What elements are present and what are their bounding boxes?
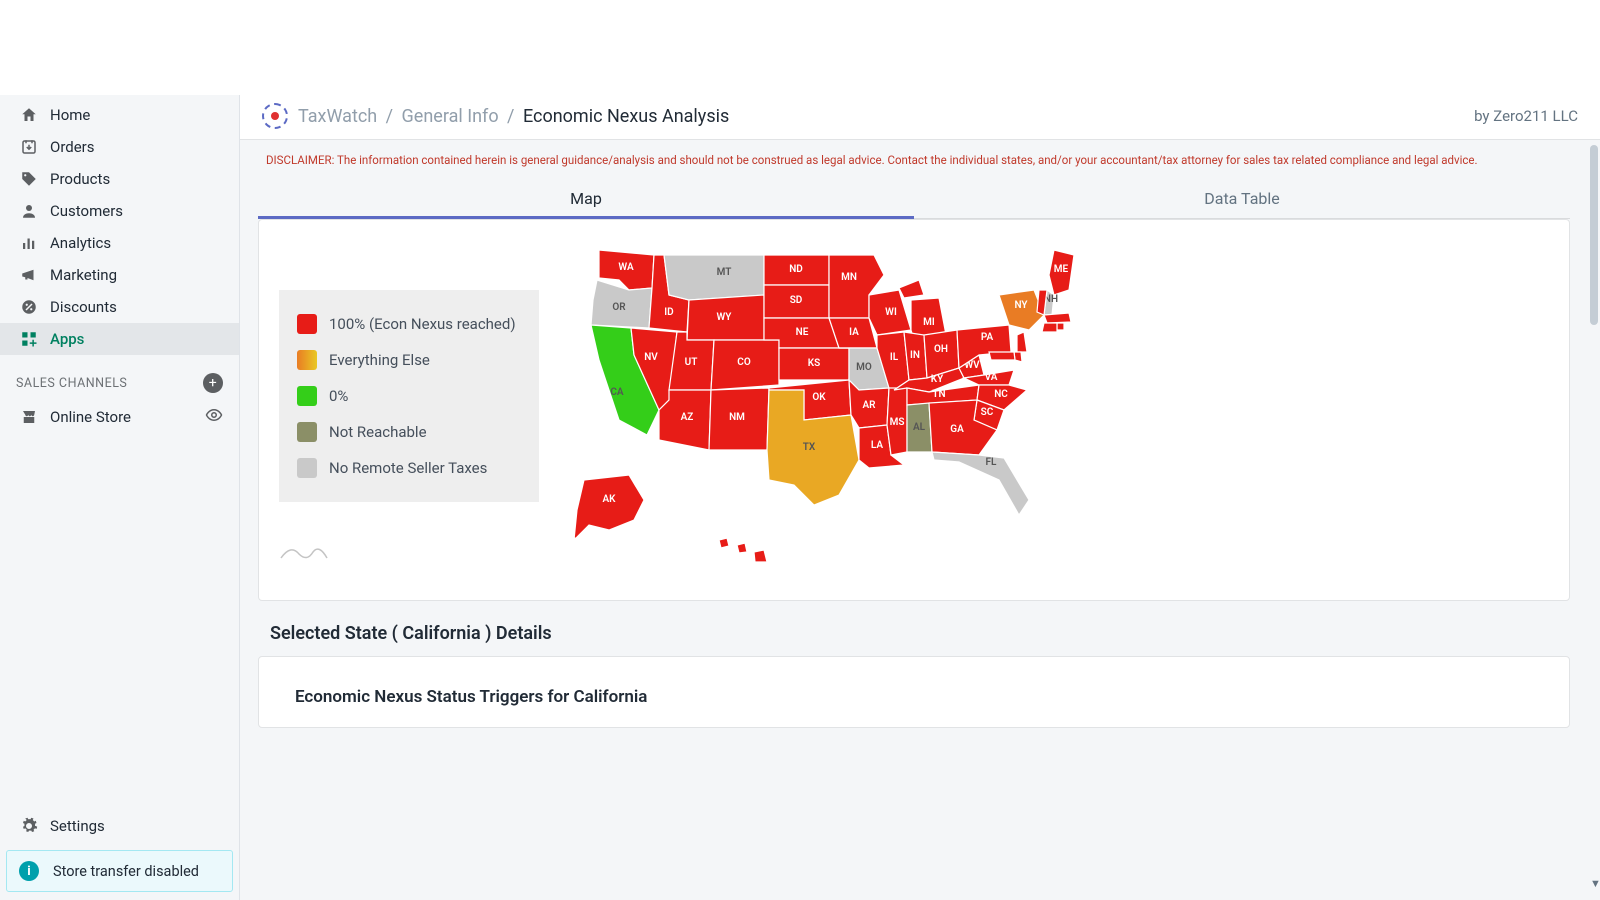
legend-swatch bbox=[297, 458, 317, 478]
legend-label: 0% bbox=[329, 387, 348, 405]
legend-label: No Remote Seller Taxes bbox=[329, 459, 487, 477]
add-channel-button[interactable]: + bbox=[203, 373, 223, 393]
info-icon: i bbox=[19, 861, 39, 881]
breadcrumb: TaxWatch / General Info / Economic Nexus… bbox=[298, 106, 729, 127]
sidebar-section-header: SALES CHANNELS + bbox=[0, 355, 239, 399]
app-logo-icon bbox=[262, 103, 288, 129]
state-ks[interactable] bbox=[779, 348, 849, 380]
tab-data-table[interactable]: Data Table bbox=[914, 179, 1570, 218]
gear-icon bbox=[16, 817, 42, 835]
orders-icon bbox=[16, 138, 42, 156]
channel-label: Online Store bbox=[50, 408, 131, 426]
sidebar-channel-online-store[interactable]: Online Store bbox=[0, 399, 239, 435]
scrollbar[interactable]: ▼ bbox=[1590, 145, 1598, 890]
sidebar-nav: Home Orders Products Customers Analytics… bbox=[0, 99, 239, 355]
state-ms[interactable] bbox=[887, 388, 907, 455]
state-md[interactable] bbox=[989, 352, 1015, 360]
sidebar-item-orders[interactable]: Orders bbox=[0, 131, 239, 163]
disclaimer-text: DISCLAIMER: The information contained he… bbox=[258, 143, 1570, 173]
state-sd[interactable] bbox=[764, 285, 829, 318]
legend-item[interactable]: Not Reachable bbox=[297, 414, 521, 450]
state-me[interactable] bbox=[1049, 250, 1074, 295]
person-icon bbox=[16, 202, 42, 220]
state-nm[interactable] bbox=[709, 388, 769, 450]
sidebar-item-label: Analytics bbox=[50, 234, 111, 252]
view-store-icon[interactable] bbox=[205, 406, 223, 428]
scrollbar-thumb[interactable] bbox=[1590, 145, 1598, 325]
sidebar-item-label: Home bbox=[50, 106, 90, 124]
state-hi[interactable] bbox=[719, 538, 767, 562]
state-ma[interactable] bbox=[1044, 313, 1071, 323]
state-fl[interactable] bbox=[932, 452, 1029, 515]
us-map[interactable]: WAORCAIDNVMTWYUTAZCONMNDSDNEKSOKTXMNIAMO… bbox=[559, 240, 1549, 580]
sidebar-item-label: Orders bbox=[50, 138, 95, 156]
sidebar-item-marketing[interactable]: Marketing bbox=[0, 259, 239, 291]
breadcrumb-app[interactable]: TaxWatch bbox=[298, 106, 377, 127]
legend-swatch bbox=[297, 350, 317, 370]
legend-swatch bbox=[297, 386, 317, 406]
state-co[interactable] bbox=[711, 340, 779, 390]
main-content: TaxWatch / General Info / Economic Nexus… bbox=[240, 95, 1600, 900]
state-wy[interactable] bbox=[687, 295, 764, 340]
tag-icon bbox=[16, 170, 42, 188]
legend-label: 100% (Econ Nexus reached) bbox=[329, 315, 516, 333]
sidebar-item-label: Marketing bbox=[50, 266, 117, 284]
sidebar-item-products[interactable]: Products bbox=[0, 163, 239, 195]
sidebar-item-apps[interactable]: Apps bbox=[0, 323, 239, 355]
state-ct[interactable] bbox=[1042, 323, 1057, 332]
legend-label: Not Reachable bbox=[329, 423, 427, 441]
state-al[interactable] bbox=[907, 403, 932, 452]
amcharts-watermark bbox=[279, 542, 539, 566]
legend-swatch bbox=[297, 422, 317, 442]
breadcrumb-leaf: Economic Nexus Analysis bbox=[523, 106, 729, 127]
sidebar-item-settings[interactable]: Settings bbox=[0, 810, 239, 842]
legend-item[interactable]: Everything Else bbox=[297, 342, 521, 378]
byline: by Zero211 LLC bbox=[1474, 107, 1578, 125]
map-card: 100% (Econ Nexus reached) Everything Else… bbox=[258, 219, 1570, 601]
sales-channels-label: SALES CHANNELS bbox=[16, 376, 127, 391]
apps-icon bbox=[16, 330, 42, 348]
state-ri[interactable] bbox=[1057, 323, 1064, 330]
tab-map[interactable]: Map bbox=[258, 179, 914, 218]
sidebar: Home Orders Products Customers Analytics… bbox=[0, 95, 240, 900]
content-area: DISCLAIMER: The information contained he… bbox=[240, 143, 1588, 900]
sidebar-item-customers[interactable]: Customers bbox=[0, 195, 239, 227]
sidebar-item-label: Customers bbox=[50, 202, 123, 220]
legend-item[interactable]: No Remote Seller Taxes bbox=[297, 450, 521, 486]
state-ak[interactable] bbox=[569, 475, 644, 548]
state-nj[interactable] bbox=[1017, 332, 1027, 352]
triggers-title: Economic Nexus Status Triggers for Calif… bbox=[295, 687, 1549, 707]
discount-icon bbox=[16, 298, 42, 316]
legend-item[interactable]: 100% (Econ Nexus reached) bbox=[297, 306, 521, 342]
megaphone-icon bbox=[16, 266, 42, 284]
app-header: TaxWatch / General Info / Economic Nexus… bbox=[240, 95, 1600, 140]
sidebar-item-discounts[interactable]: Discounts bbox=[0, 291, 239, 323]
bars-icon bbox=[16, 234, 42, 252]
store-transfer-text: Store transfer disabled bbox=[53, 863, 199, 880]
map-legend: 100% (Econ Nexus reached) Everything Else… bbox=[279, 290, 539, 502]
sidebar-item-label: Discounts bbox=[50, 298, 117, 316]
sidebar-item-analytics[interactable]: Analytics bbox=[0, 227, 239, 259]
selected-state-title: Selected State ( California ) Details bbox=[270, 623, 1570, 644]
sidebar-item-label: Apps bbox=[50, 330, 84, 348]
state-nd[interactable] bbox=[764, 255, 829, 285]
details-card: Economic Nexus Status Triggers for Calif… bbox=[258, 656, 1570, 728]
store-transfer-banner[interactable]: i Store transfer disabled bbox=[6, 850, 233, 892]
breadcrumb-mid[interactable]: General Info bbox=[402, 106, 499, 127]
settings-label: Settings bbox=[50, 817, 105, 835]
legend-swatch bbox=[297, 314, 317, 334]
home-icon bbox=[16, 106, 42, 124]
scrollbar-down-icon[interactable]: ▼ bbox=[1590, 877, 1600, 890]
state-mt[interactable] bbox=[664, 255, 764, 300]
legend-item[interactable]: 0% bbox=[297, 378, 521, 414]
state-pa[interactable] bbox=[957, 325, 1011, 368]
legend-label: Everything Else bbox=[329, 351, 430, 369]
store-icon bbox=[16, 408, 42, 426]
sidebar-item-label: Products bbox=[50, 170, 110, 188]
sidebar-item-home[interactable]: Home bbox=[0, 99, 239, 131]
state-ut[interactable] bbox=[669, 332, 714, 390]
tabs: Map Data Table bbox=[258, 179, 1570, 219]
